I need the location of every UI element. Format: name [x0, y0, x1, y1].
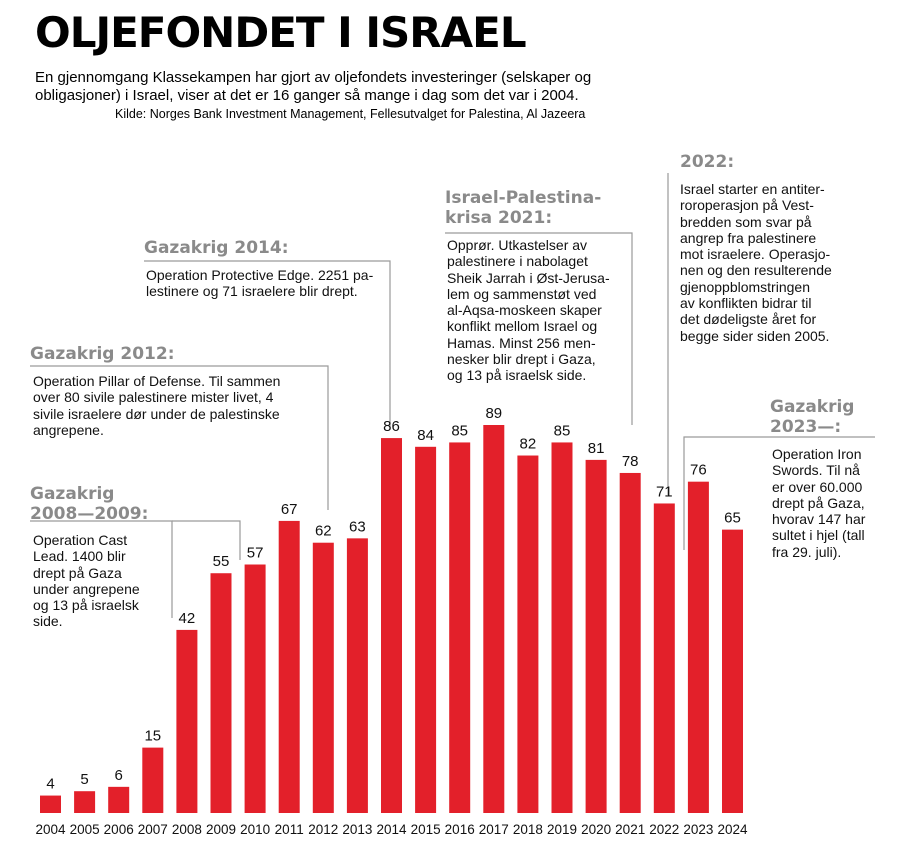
annotation-title-gaza-2012: Gazakrig 2012:: [30, 344, 175, 364]
x-tick-label-2021: 2021: [615, 822, 645, 837]
value-label-2004: 4: [46, 776, 54, 793]
value-label-2017: 89: [485, 405, 502, 422]
value-label-2011: 67: [281, 501, 298, 518]
bar-2011: [278, 520, 300, 813]
bar-2013: [346, 538, 368, 813]
bar-2022: [653, 503, 675, 813]
chart-title: OLJEFONDET I ISRAEL: [35, 8, 527, 57]
value-label-2015: 84: [417, 427, 434, 444]
x-tick-label-2011: 2011: [275, 822, 304, 837]
annotation-leader-lines: [30, 173, 875, 618]
value-label-2010: 57: [247, 545, 264, 562]
bars: [40, 425, 743, 813]
annotation-title-gaza-2008-2009: Gazakrig 2008—2009:: [30, 484, 149, 524]
bar-2016: [449, 442, 471, 813]
x-tick-label-2009: 2009: [206, 822, 236, 837]
x-tick-label-2005: 2005: [70, 822, 100, 837]
value-label-2016: 85: [451, 422, 468, 439]
annotation-text-gaza-2012: Operation Pillar of Defense. Til sammen …: [33, 373, 281, 438]
x-tick-label-2012: 2012: [308, 822, 338, 837]
leader-gaza-2023: [683, 436, 875, 550]
x-tick-label-2010: 2010: [240, 822, 270, 837]
bar-2014: [381, 438, 402, 813]
bar-2015: [415, 446, 437, 813]
value-label-2005: 5: [80, 771, 88, 788]
value-label-2009: 55: [213, 553, 230, 570]
bar-2006: [108, 786, 130, 813]
annotation-text-crisis-2021: Opprør. Utkastelser av palestinere i nab…: [447, 237, 610, 384]
value-label-2006: 6: [115, 767, 123, 784]
value-label-2018: 82: [520, 436, 537, 453]
bar-2019: [551, 442, 573, 813]
x-tick-label-2007: 2007: [138, 822, 168, 837]
bar-2021: [619, 472, 641, 813]
chart-intro: En gjennomgang Klassekampen har gjort av…: [35, 69, 592, 104]
value-label-2019: 85: [554, 422, 571, 439]
bar-2010: [244, 564, 266, 813]
bar-2012: [312, 542, 334, 813]
value-label-2014: 86: [383, 418, 400, 435]
value-label-2020: 81: [588, 440, 605, 457]
value-label-2023: 76: [690, 462, 707, 479]
value-label-2008: 42: [179, 610, 196, 627]
annotation-text-gaza-2014: Operation Protective Edge. 2251 pa- lest…: [146, 267, 374, 300]
value-label-2022: 71: [656, 483, 673, 500]
x-tick-label-2022: 2022: [649, 822, 679, 837]
x-axis-labels: 2004 2005 2006 2007 2008 2009 2010 2011 2012 2013…: [35, 822, 748, 837]
x-tick-label-2015: 2015: [411, 822, 441, 837]
bar-2008: [176, 629, 198, 813]
value-label-2007: 15: [144, 728, 161, 745]
bar-2017: [483, 425, 505, 813]
value-labels: 4 5 6 15 42 55 57 67 62 63 86 84 85 89 82 85 81 78 71 76 65: [46, 405, 741, 793]
annotation-title-crisis-2021: Israel-Palestina- krisa 2021:: [445, 188, 602, 228]
leader-crisis-2021: [445, 232, 633, 425]
x-tick-label-2008: 2008: [172, 822, 202, 837]
value-label-2024: 65: [724, 510, 741, 527]
x-tick-label-2020: 2020: [581, 822, 611, 837]
x-tick-label-2017: 2017: [479, 822, 509, 837]
leader-gaza-2008-2009-b: [172, 520, 241, 560]
leader-gaza-2014: [144, 260, 391, 427]
value-label-2013: 63: [349, 518, 366, 535]
x-tick-label-2024: 2024: [717, 822, 748, 837]
value-label-2012: 62: [315, 523, 332, 540]
annotation-text-gaza-2008-2009: Operation Cast Lead. 1400 blir drept på …: [33, 532, 140, 630]
x-tick-label-2016: 2016: [445, 822, 475, 837]
bar-2018: [517, 455, 539, 813]
annotation-title-gaza-2014: Gazakrig 2014:: [144, 238, 289, 258]
bar-2007: [142, 747, 164, 813]
x-tick-label-2006: 2006: [104, 822, 134, 837]
bar-2020: [585, 459, 607, 813]
bar-2004: [40, 795, 61, 813]
x-tick-label-2014: 2014: [376, 822, 407, 837]
x-tick-label-2013: 2013: [342, 822, 372, 837]
x-tick-label-2023: 2023: [683, 822, 713, 837]
leader-gaza-2012: [30, 365, 329, 510]
bar-2009: [210, 573, 232, 813]
bar-2005: [74, 791, 96, 813]
annotation-title-gaza-2023: Gazakrig 2023—:: [770, 397, 855, 437]
bar-2023: [687, 481, 709, 813]
x-tick-label-2004: 2004: [35, 822, 66, 837]
value-label-2021: 78: [622, 453, 639, 470]
x-tick-label-2018: 2018: [513, 822, 543, 837]
x-tick-label-2019: 2019: [547, 822, 577, 837]
bar-2024: [722, 529, 743, 813]
annotation-title-2022: 2022:: [680, 152, 735, 172]
annotation-text-gaza-2023: Operation Iron Swords. Til nå er over 60…: [772, 446, 866, 560]
chart-source: Kilde: Norges Bank Investment Management…: [115, 107, 586, 121]
annotation-text-2022: Israel starter en antiter- roroperasjon …: [680, 181, 832, 344]
